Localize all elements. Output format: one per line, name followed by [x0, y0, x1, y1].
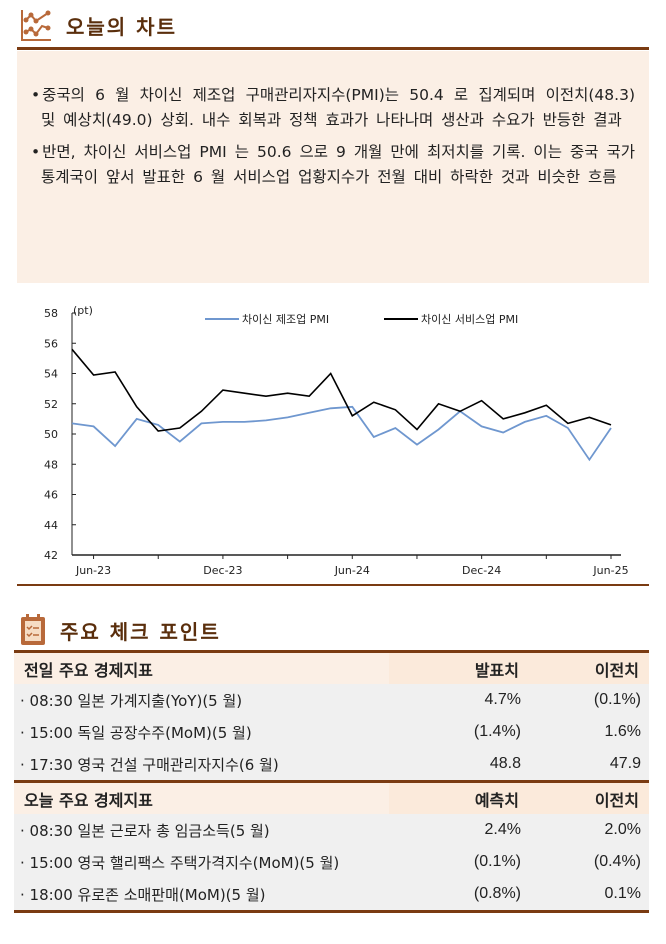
column-header: 오늘 주요 경제지표 [14, 781, 389, 814]
y-tick-label: 58 [44, 307, 58, 320]
actual-value: (1.4%) [389, 716, 529, 748]
column-header: 이전치 [529, 781, 649, 814]
x-tick-label: Jun-24 [334, 564, 370, 577]
table-header-yesterday: 전일 주요 경제지표 발표치 이전치 [14, 651, 649, 684]
divider [17, 584, 649, 586]
summary-bullet: 반면, 차이신 서비스업 PMI 는 50.6 으로 9 개월 만에 최저치를 … [31, 140, 635, 189]
section-checkpoints-header: 주요 체크 포인트 [20, 614, 221, 646]
y-tick-label: 56 [44, 337, 58, 350]
indicator-name: · 08:30 일본 가계지출(YoY)(5 월) [14, 684, 389, 716]
previous-value: 1.6% [529, 716, 649, 748]
divider [17, 47, 649, 50]
table-row: · 17:30 영국 건설 구매관리자지수(6 월) 48.8 47.9 [14, 748, 649, 782]
y-tick-label: 54 [44, 368, 58, 381]
table-header-today: 오늘 주요 경제지표 예측치 이전치 [14, 781, 649, 814]
actual-value: 48.8 [389, 748, 529, 782]
y-tick-label: 52 [44, 398, 58, 411]
table-row: · 15:00 영국 핼리팩스 주택가격지수(MoM)(5 월) (0.1%) (0… [14, 846, 649, 878]
scatter-chart-icon [21, 10, 51, 41]
actual-value: 4.7% [389, 684, 529, 716]
table-row: · 18:00 유로존 소매판매(MoM)(5 월) (0.8%) 0.1% [14, 878, 649, 912]
previous-value: 47.9 [529, 748, 649, 782]
y-axis-unit: (pt) [73, 304, 93, 317]
column-header: 예측치 [389, 781, 529, 814]
previous-value: 0.1% [529, 878, 649, 912]
previous-value: (0.1%) [529, 684, 649, 716]
summary-bullet: 중국의 6 월 차이신 제조업 구매관리자지수(PMI)는 50.4 로 집계되… [31, 83, 635, 132]
y-tick-label: 46 [44, 489, 58, 502]
series-line-manufacturing [71, 405, 612, 462]
forecast-value: (0.1%) [389, 846, 529, 878]
section-title: 주요 체크 포인트 [60, 619, 221, 644]
forecast-value: (0.8%) [389, 878, 529, 912]
legend: 차이신 제조업 PMI 차이신 서비스업 PMI [205, 313, 518, 326]
indicator-name: · 08:30 일본 근로자 총 임금소득(5 월) [14, 814, 389, 846]
checklist-clipboard-icon [21, 614, 45, 645]
indicator-table: 전일 주요 경제지표 발표치 이전치 · 08:30 일본 가계지출(YoY)(… [14, 650, 649, 913]
table-row: · 08:30 일본 근로자 총 임금소득(5 월) 2.4% 2.0% [14, 814, 649, 846]
previous-value: (0.4%) [529, 846, 649, 878]
y-tick-label: 44 [44, 519, 58, 532]
y-tick-label: 42 [44, 549, 58, 562]
indicator-name: · 17:30 영국 건설 구매관리자지수(6 월) [14, 748, 389, 782]
indicator-name: · 15:00 영국 핼리팩스 주택가격지수(MoM)(5 월) [14, 846, 389, 878]
pmi-line-chart: 58 56 54 52 50 48 46 44 42 Jun-23 Dec-23 Jun-24 Dec-… [44, 304, 629, 577]
summary-box: 중국의 6 월 차이신 제조업 구매관리자지수(PMI)는 50.4 로 집계되… [17, 51, 649, 283]
x-tick-label: Jun-23 [75, 564, 111, 577]
legend-label-manufacturing: 차이신 제조업 PMI [242, 313, 329, 326]
forecast-value: 2.4% [389, 814, 529, 846]
indicator-name: · 15:00 독일 공장수주(MoM)(5 월) [14, 716, 389, 748]
series-line-services [71, 348, 612, 432]
column-header: 발표치 [389, 651, 529, 684]
table-row: · 15:00 독일 공장수주(MoM)(5 월) (1.4%) 1.6% [14, 716, 649, 748]
y-tick-label: 48 [44, 458, 58, 471]
previous-value: 2.0% [529, 814, 649, 846]
x-tick-label: Dec-24 [462, 564, 501, 577]
x-tick-label: Jun-25 [592, 564, 628, 577]
table-row: · 08:30 일본 가계지출(YoY)(5 월) 4.7% (0.1%) [14, 684, 649, 716]
y-tick-label: 50 [44, 428, 58, 441]
legend-label-services: 차이신 서비스업 PMI [421, 313, 518, 326]
indicator-name: · 18:00 유로존 소매판매(MoM)(5 월) [14, 878, 389, 912]
x-tick-label: Dec-23 [203, 564, 242, 577]
column-header: 전일 주요 경제지표 [14, 651, 389, 684]
section-title: 오늘의 차트 [66, 14, 177, 39]
column-header: 이전치 [529, 651, 649, 684]
section-todays-chart-header: 오늘의 차트 [20, 8, 177, 42]
